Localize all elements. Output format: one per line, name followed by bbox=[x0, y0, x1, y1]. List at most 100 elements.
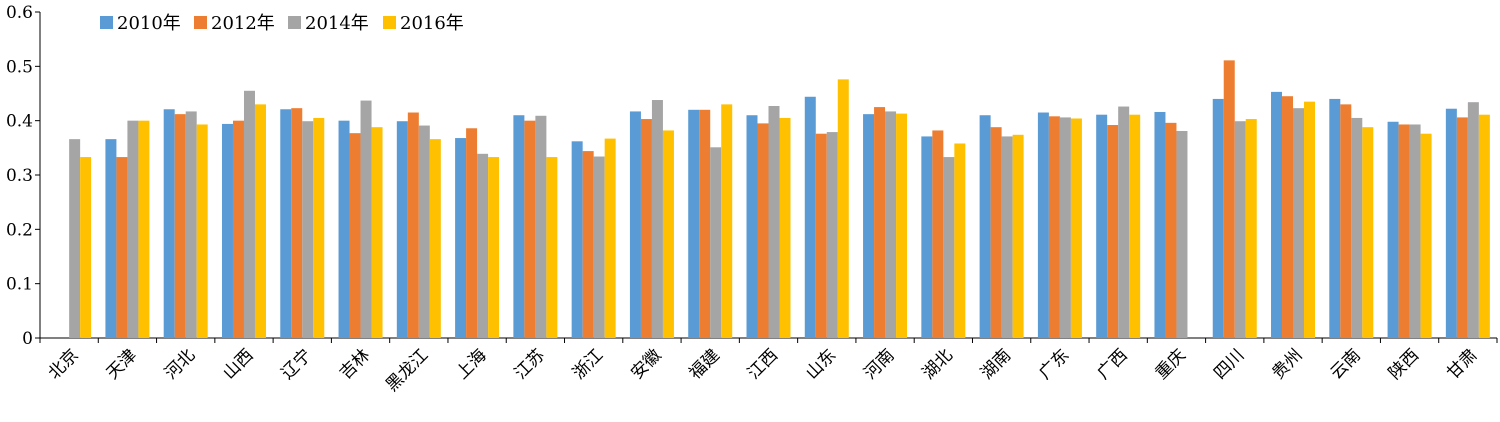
bar-浙江-2012年 bbox=[582, 151, 594, 338]
bar-贵州-2010年 bbox=[1271, 91, 1283, 339]
bar-河北-2012年 bbox=[174, 114, 186, 338]
bar-天津-2012年 bbox=[116, 157, 128, 338]
category-label: 安徽 bbox=[627, 345, 665, 383]
legend-label: 2012年 bbox=[211, 13, 275, 34]
bar-江西-2010年 bbox=[746, 115, 758, 338]
category-label: 山西 bbox=[219, 345, 257, 383]
x-axis bbox=[39, 337, 1498, 343]
bar-陕西-2012年 bbox=[1398, 124, 1410, 338]
category-label: 甘肃 bbox=[1443, 345, 1481, 383]
bar-江西-2016年 bbox=[779, 117, 791, 338]
bar-河北-2016年 bbox=[196, 124, 208, 338]
bar-甘肃-2010年 bbox=[1445, 108, 1457, 338]
bar-北京-2014年 bbox=[69, 139, 81, 338]
bar-重庆-2012年 bbox=[1165, 122, 1177, 338]
y-tick-label: 0.5 bbox=[6, 57, 33, 77]
bar-辽宁-2012年 bbox=[291, 108, 303, 338]
bar-福建-2014年 bbox=[710, 147, 722, 338]
y-tick-label: 0.1 bbox=[6, 275, 33, 295]
bar-甘肃-2016年 bbox=[1478, 114, 1490, 338]
bar-云南-2016年 bbox=[1362, 127, 1374, 338]
y-tick-label: 0.2 bbox=[6, 220, 33, 240]
bar-黑龙江-2016年 bbox=[429, 139, 441, 338]
category-label: 河北 bbox=[161, 345, 199, 383]
legend-swatch bbox=[288, 16, 301, 29]
category-label: 贵州 bbox=[1268, 345, 1306, 383]
bar-上海-2012年 bbox=[466, 128, 478, 338]
y-axis: 0 0.1 0.2 0.3 0.4 0.5 0.6 bbox=[6, 3, 41, 349]
bar-江苏-2014年 bbox=[535, 115, 547, 338]
category-label: 河南 bbox=[860, 345, 898, 383]
category-label: 吉林 bbox=[336, 345, 374, 383]
bar-吉林-2014年 bbox=[360, 100, 372, 339]
category-label: 陕西 bbox=[1385, 345, 1423, 383]
bar-山西-2014年 bbox=[243, 90, 255, 339]
category-label: 天津 bbox=[103, 345, 141, 383]
bar-黑龙江-2012年 bbox=[407, 112, 419, 339]
bar-甘肃-2012年 bbox=[1456, 117, 1468, 338]
bar-四川-2014年 bbox=[1234, 121, 1246, 339]
bar-云南-2012年 bbox=[1340, 104, 1352, 338]
bar-四川-2012年 bbox=[1223, 60, 1235, 339]
bar-河南-2016年 bbox=[896, 113, 908, 338]
bar-吉林-2012年 bbox=[349, 133, 361, 338]
category-label: 黑龙江 bbox=[382, 345, 432, 395]
bar-山东-2010年 bbox=[804, 96, 816, 338]
bar-安徽-2012年 bbox=[640, 119, 652, 338]
category-label: 江苏 bbox=[511, 345, 549, 383]
bar-重庆-2014年 bbox=[1176, 130, 1188, 338]
bar-天津-2014年 bbox=[127, 120, 139, 339]
legend-label: 2014年 bbox=[305, 13, 369, 34]
bar-云南-2014年 bbox=[1351, 117, 1363, 338]
category-label: 辽宁 bbox=[278, 345, 316, 383]
bar-广东-2014年 bbox=[1059, 117, 1071, 338]
bar-湖南-2012年 bbox=[990, 127, 1002, 338]
legend-label: 2016年 bbox=[400, 13, 464, 34]
legend-label: 2010年 bbox=[117, 13, 181, 34]
bar-四川-2010年 bbox=[1212, 98, 1224, 338]
bar-上海-2016年 bbox=[488, 157, 500, 338]
bar-江西-2012年 bbox=[757, 123, 769, 338]
bar-广东-2016年 bbox=[1070, 118, 1082, 338]
bar-云南-2010年 bbox=[1329, 98, 1341, 338]
bar-浙江-2014年 bbox=[593, 156, 605, 338]
bar-广东-2012年 bbox=[1048, 116, 1060, 338]
bar-湖南-2016年 bbox=[1012, 134, 1024, 338]
bar-湖北-2010年 bbox=[921, 136, 933, 338]
bar-辽宁-2010年 bbox=[280, 109, 292, 338]
bar-湖南-2010年 bbox=[979, 115, 991, 338]
bar-福建-2012年 bbox=[699, 109, 711, 338]
bar-吉林-2016年 bbox=[371, 127, 383, 338]
category-label: 山东 bbox=[802, 345, 840, 383]
bar-福建-2016年 bbox=[721, 104, 733, 338]
bar-河南-2010年 bbox=[863, 114, 875, 338]
bar-山东-2012年 bbox=[815, 133, 827, 338]
bar-辽宁-2016年 bbox=[313, 117, 325, 338]
bar-安徽-2010年 bbox=[629, 111, 641, 339]
bar-河北-2010年 bbox=[163, 109, 175, 338]
bar-江苏-2016年 bbox=[546, 157, 558, 338]
legend: 2010年 2012年 2014年 2016年 bbox=[100, 13, 464, 34]
legend-swatch bbox=[383, 16, 396, 29]
bar-湖北-2014年 bbox=[943, 157, 955, 338]
bar-广西-2012年 bbox=[1107, 125, 1119, 338]
category-label: 湖南 bbox=[977, 345, 1015, 383]
bar-山西-2012年 bbox=[232, 120, 244, 339]
bar-湖北-2016年 bbox=[954, 143, 966, 338]
bar-山东-2014年 bbox=[826, 132, 838, 338]
bar-贵州-2016年 bbox=[1304, 101, 1316, 339]
bar-北京-2016年 bbox=[80, 157, 92, 338]
category-label: 云南 bbox=[1327, 345, 1365, 383]
bar-江苏-2012年 bbox=[524, 120, 536, 339]
bar-湖北-2012年 bbox=[932, 130, 944, 338]
bar-河北-2014年 bbox=[185, 111, 197, 339]
bar-江西-2014年 bbox=[768, 105, 780, 338]
category-labels: 北京 天津 河北 山西 辽宁 吉林 黑龙江 上海 江苏 浙江 安徽 福建 江西 山东 河南 湖北 湖南 广东 广西重… bbox=[44, 345, 1481, 395]
bars bbox=[69, 60, 1490, 339]
bar-甘肃-2014年 bbox=[1467, 102, 1479, 339]
category-label: 浙江 bbox=[569, 345, 607, 383]
category-label: 重庆 bbox=[1152, 345, 1190, 383]
bar-上海-2010年 bbox=[455, 138, 467, 338]
legend-swatch bbox=[100, 16, 113, 29]
category-label: 福建 bbox=[686, 345, 724, 383]
